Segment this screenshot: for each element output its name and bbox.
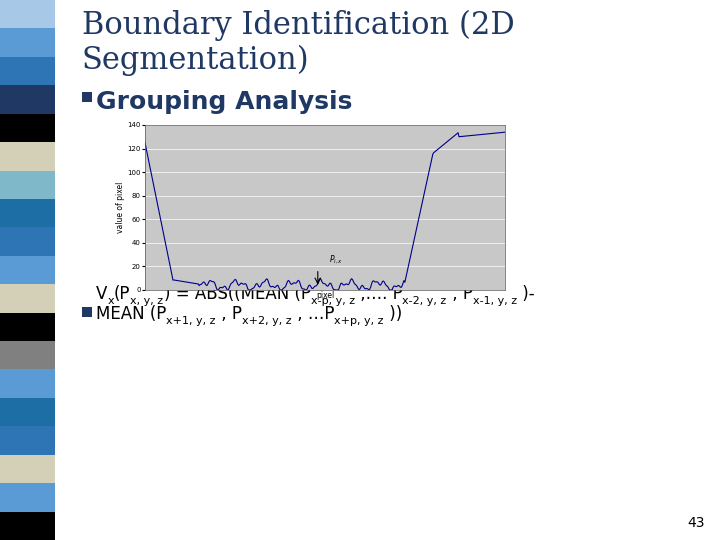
Bar <box>0 511 55 540</box>
Bar <box>82 92 92 102</box>
Text: x+1, y, z: x+1, y, z <box>166 316 216 326</box>
Text: x+2, y, z: x+2, y, z <box>242 316 292 326</box>
Text: Segmentation): Segmentation) <box>82 45 310 76</box>
Bar <box>0 398 55 426</box>
Bar <box>0 256 55 284</box>
Bar <box>0 341 55 369</box>
Text: x-1, y, z: x-1, y, z <box>473 296 517 306</box>
Text: )): )) <box>384 305 402 323</box>
Bar <box>0 0 55 29</box>
Text: , P: , P <box>446 285 473 303</box>
Bar <box>0 29 55 57</box>
Bar <box>0 199 55 227</box>
Bar <box>0 284 55 313</box>
Text: ,…. P: ,…. P <box>355 285 402 303</box>
Text: x+p, y, z: x+p, y, z <box>334 316 384 326</box>
Text: ) = ABS((MEAN (P: ) = ABS((MEAN (P <box>163 285 310 303</box>
Y-axis label: value of pixel: value of pixel <box>115 182 125 233</box>
Bar <box>0 313 55 341</box>
Bar <box>0 57 55 85</box>
Text: x-p, y, z: x-p, y, z <box>310 296 355 306</box>
Bar <box>0 227 55 256</box>
Bar <box>0 369 55 398</box>
X-axis label: pixel: pixel <box>316 292 334 300</box>
Bar <box>0 114 55 142</box>
Bar <box>0 85 55 114</box>
Bar <box>0 142 55 171</box>
Bar <box>0 426 55 455</box>
Bar <box>0 483 55 511</box>
Text: Boundary Identification (2D: Boundary Identification (2D <box>82 10 515 41</box>
Text: , …P: , …P <box>292 305 334 323</box>
Text: $P_{i,x}$: $P_{i,x}$ <box>328 254 343 266</box>
Bar <box>0 171 55 199</box>
Text: x-2, y, z: x-2, y, z <box>402 296 446 306</box>
Text: x: x <box>107 296 114 306</box>
Text: V: V <box>96 285 107 303</box>
Text: (P: (P <box>114 285 130 303</box>
Bar <box>82 307 92 317</box>
Text: )-: )- <box>517 285 534 303</box>
Text: MEAN (P: MEAN (P <box>96 305 166 323</box>
Text: 43: 43 <box>688 516 705 530</box>
Text: , P: , P <box>216 305 242 323</box>
Text: x, y, z: x, y, z <box>130 296 163 306</box>
Bar <box>0 455 55 483</box>
Text: Grouping Analysis: Grouping Analysis <box>96 90 352 114</box>
